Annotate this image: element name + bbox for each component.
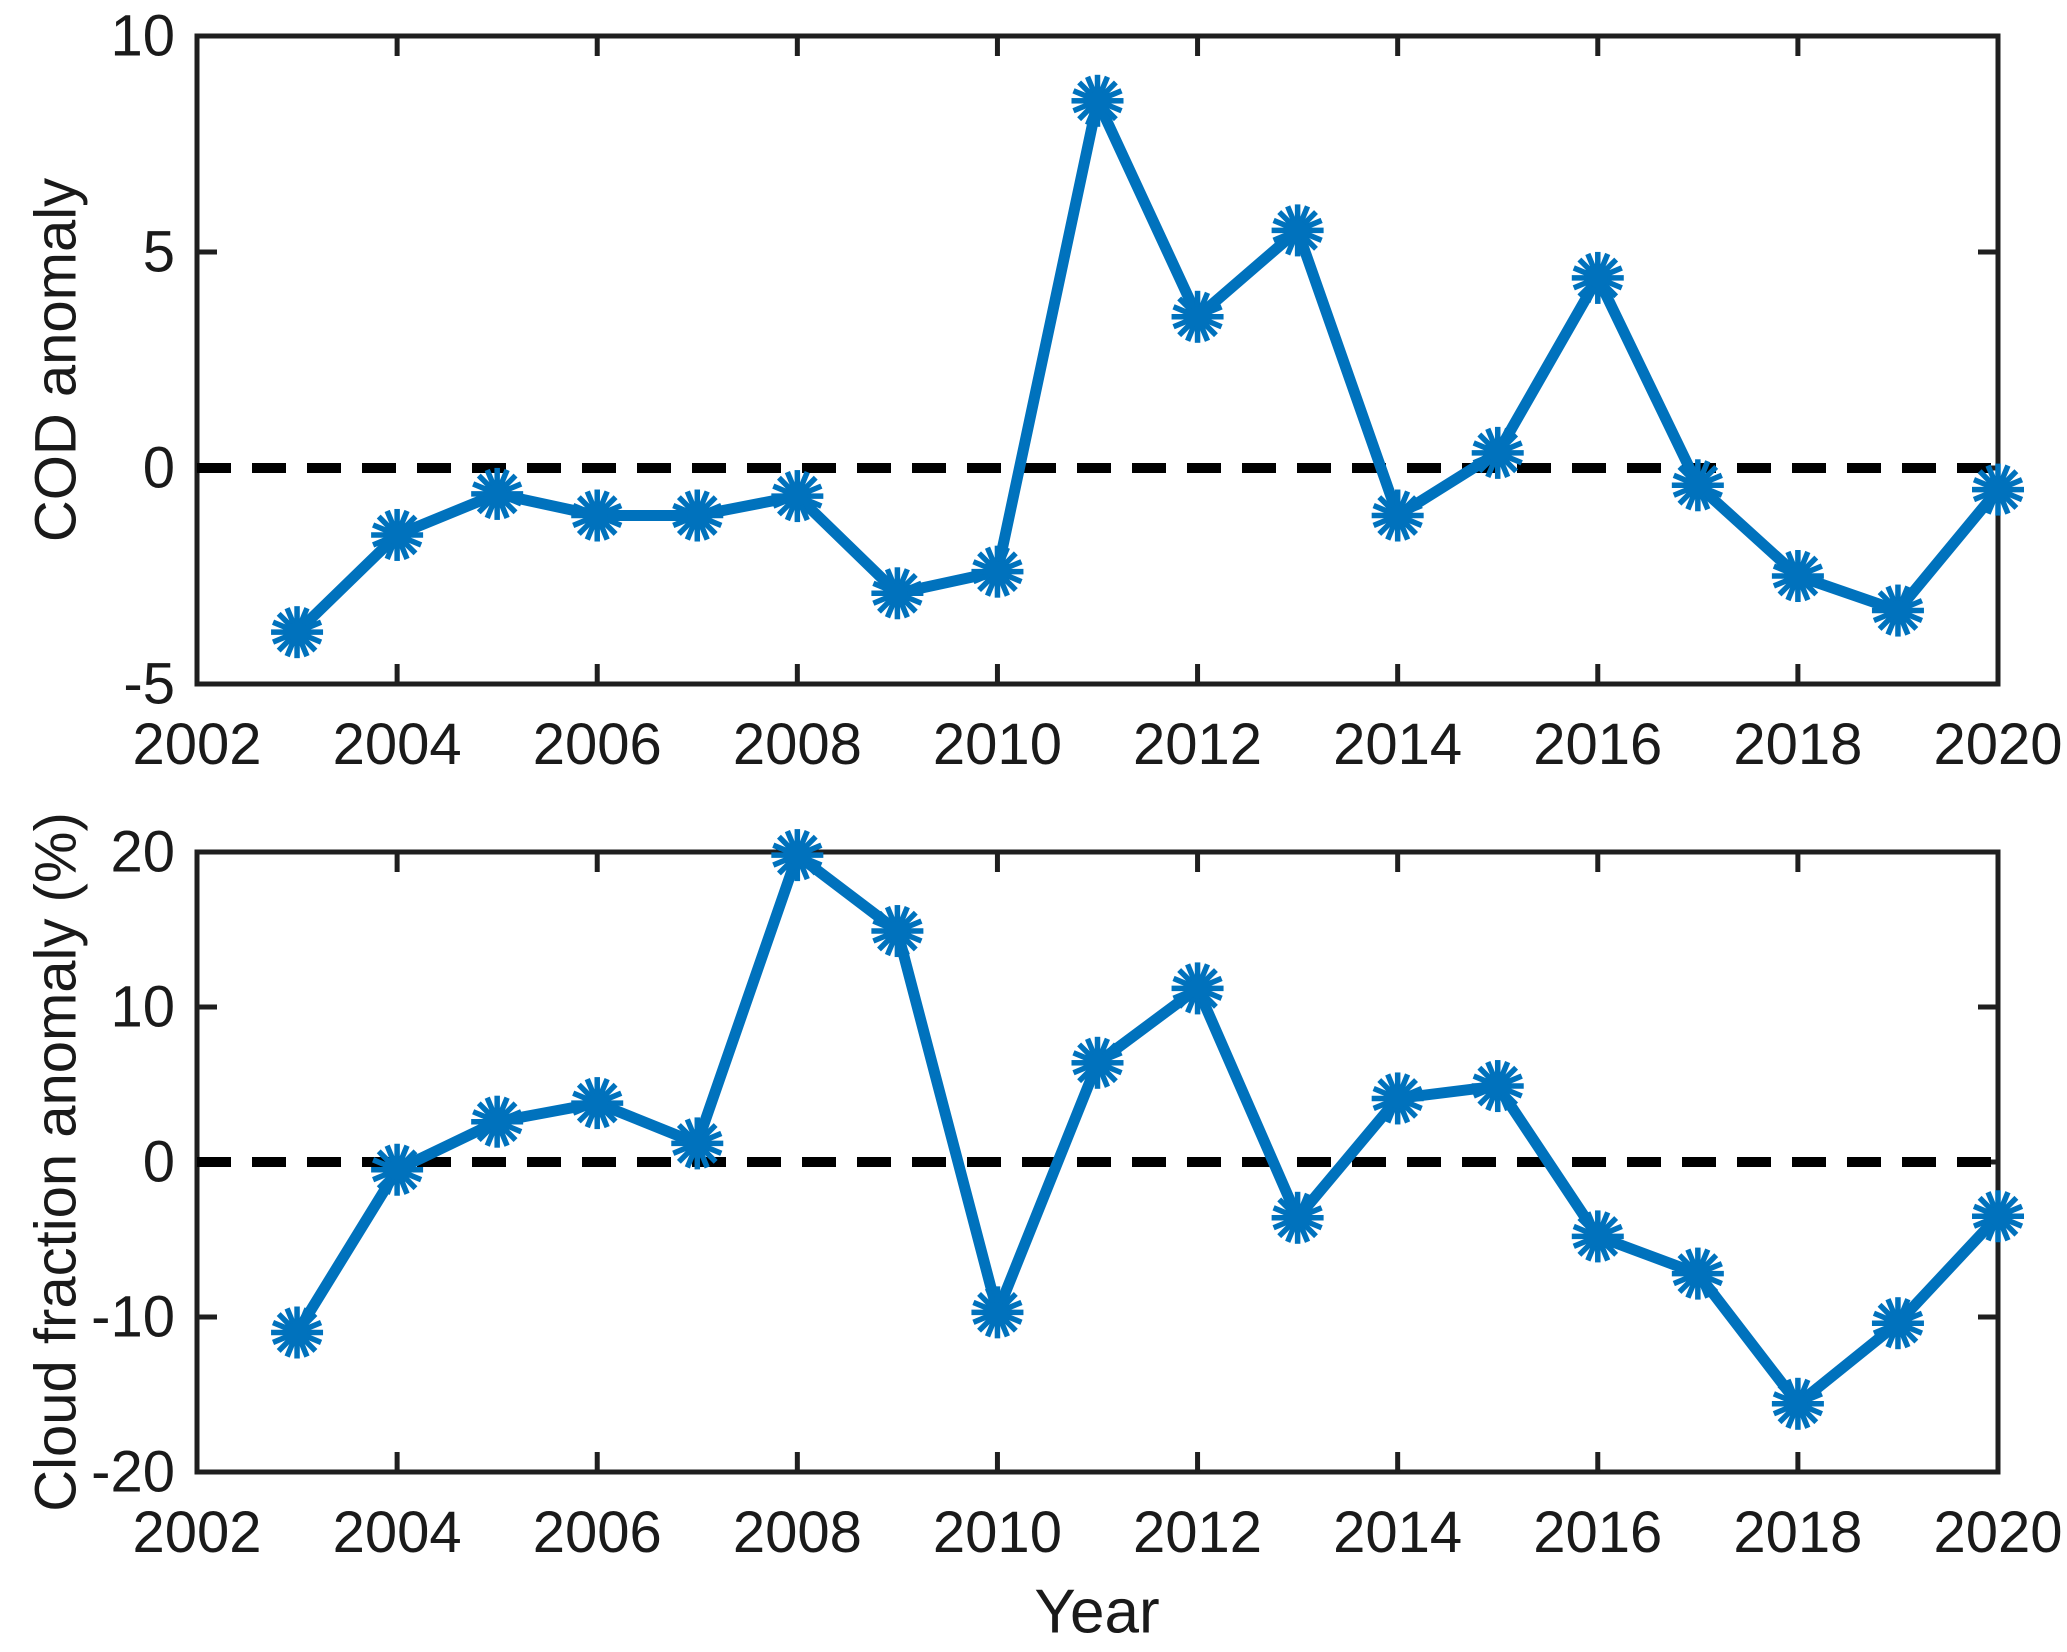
x-tick-label: 2020 <box>1933 712 2062 777</box>
top-plot-ylabel: COD anomaly <box>23 177 89 543</box>
y-tick-label: 0 <box>143 436 175 501</box>
axis-ticks <box>194 849 2001 1475</box>
data-point-2009 <box>871 905 924 958</box>
series-markers <box>271 74 2024 659</box>
x-tick-label: 2014 <box>1333 712 1462 777</box>
y-tick-label: 5 <box>143 220 175 285</box>
data-point-2013 <box>1271 1191 1324 1244</box>
x-tick-label: 2018 <box>1733 1500 1862 1565</box>
data-point-2008 <box>771 829 824 882</box>
y-tick-label: 20 <box>110 820 175 885</box>
x-tick-labels: 2002 2004 2006 2008 2010 2012 2014 2016 2018 2020 <box>132 1500 2062 1565</box>
y-tick-labels: -5 0 5 10 <box>110 4 175 717</box>
data-point-2018 <box>1771 550 1824 602</box>
data-point-2018 <box>1771 1377 1824 1430</box>
x-tick-label: 2006 <box>533 712 662 777</box>
y-tick-label: -10 <box>91 1285 175 1350</box>
x-tick-label: 2014 <box>1333 1500 1462 1565</box>
data-point-2005 <box>471 1095 524 1148</box>
series-line <box>292 849 2003 1410</box>
data-point-2007 <box>671 489 724 542</box>
x-tick-label: 2008 <box>733 1500 862 1565</box>
y-tick-label: -20 <box>91 1440 175 1505</box>
x-tick-label: 2010 <box>933 1500 1062 1565</box>
data-point-2013 <box>1271 204 1324 257</box>
data-point-2015 <box>1471 426 1524 479</box>
data-point-2010 <box>971 1286 1024 1339</box>
y-tick-label: 10 <box>110 975 175 1040</box>
x-tick-label: 2006 <box>533 1500 662 1565</box>
data-point-2016 <box>1571 1210 1624 1263</box>
data-point-2017 <box>1671 459 1724 512</box>
y-tick-label: 10 <box>110 4 175 69</box>
data-point-2019 <box>1871 1297 1924 1350</box>
data-point-2009 <box>871 567 924 620</box>
data-point-2019 <box>1871 584 1924 637</box>
series-line <box>293 95 2003 637</box>
data-point-2015 <box>1471 1060 1524 1113</box>
x-tick-label: 2004 <box>333 1500 462 1565</box>
x-tick-label: 2002 <box>132 712 261 777</box>
axes-box <box>194 33 2001 687</box>
cloud-fraction-anomaly-plot: 2002 2004 2006 2008 2010 2012 2014 2016 2018 2020… <box>91 820 2062 1566</box>
data-point-2014 <box>1371 1072 1424 1125</box>
cod-anomaly-plot: 2002 2004 2006 2008 2010 2012 2014 2016 2018 2020… <box>110 4 2062 778</box>
data-point-2005 <box>471 467 524 520</box>
data-point-2007 <box>671 1117 724 1170</box>
data-point-2004 <box>371 508 424 561</box>
x-tick-label: 2002 <box>132 1500 261 1565</box>
x-axis-label: Year <box>1034 1577 1160 1647</box>
y-tick-label: 0 <box>143 1130 175 1195</box>
data-point-2011 <box>1071 1036 1124 1089</box>
data-point-2004 <box>371 1143 424 1196</box>
data-point-2006 <box>571 489 624 542</box>
x-tick-label: 2020 <box>1933 1500 2062 1565</box>
data-point-2012 <box>1171 290 1224 343</box>
data-point-2003 <box>271 606 324 659</box>
data-point-2020 <box>1972 1190 2024 1243</box>
axis-ticks <box>194 33 2001 687</box>
y-tick-label: -5 <box>123 652 175 717</box>
data-point-2003 <box>271 1306 324 1359</box>
x-tick-label: 2016 <box>1533 1500 1662 1565</box>
x-tick-label: 2010 <box>933 712 1062 777</box>
data-point-2010 <box>971 545 1024 598</box>
data-point-2012 <box>1171 962 1224 1015</box>
x-tick-label: 2012 <box>1133 712 1262 777</box>
y-tick-labels: -20 -10 0 10 20 <box>91 820 175 1505</box>
x-tick-labels: 2002 2004 2006 2008 2010 2012 2014 2016 2018 2020 <box>132 712 2062 777</box>
x-tick-label: 2004 <box>333 712 462 777</box>
data-point-2011 <box>1071 74 1124 127</box>
data-point-2006 <box>571 1077 624 1130</box>
data-point-2014 <box>1371 489 1424 542</box>
x-tick-label: 2018 <box>1733 712 1862 777</box>
x-tick-label: 2012 <box>1133 1500 1262 1565</box>
data-point-2016 <box>1571 251 1624 304</box>
bottom-plot-ylabel: Cloud fraction anomaly (%) <box>23 812 89 1512</box>
series-markers <box>271 829 2024 1430</box>
data-point-2008 <box>771 470 824 523</box>
x-tick-label: 2008 <box>733 712 862 777</box>
x-tick-label: 2016 <box>1533 712 1662 777</box>
data-point-2020 <box>1972 463 2024 516</box>
data-point-2017 <box>1671 1247 1724 1300</box>
